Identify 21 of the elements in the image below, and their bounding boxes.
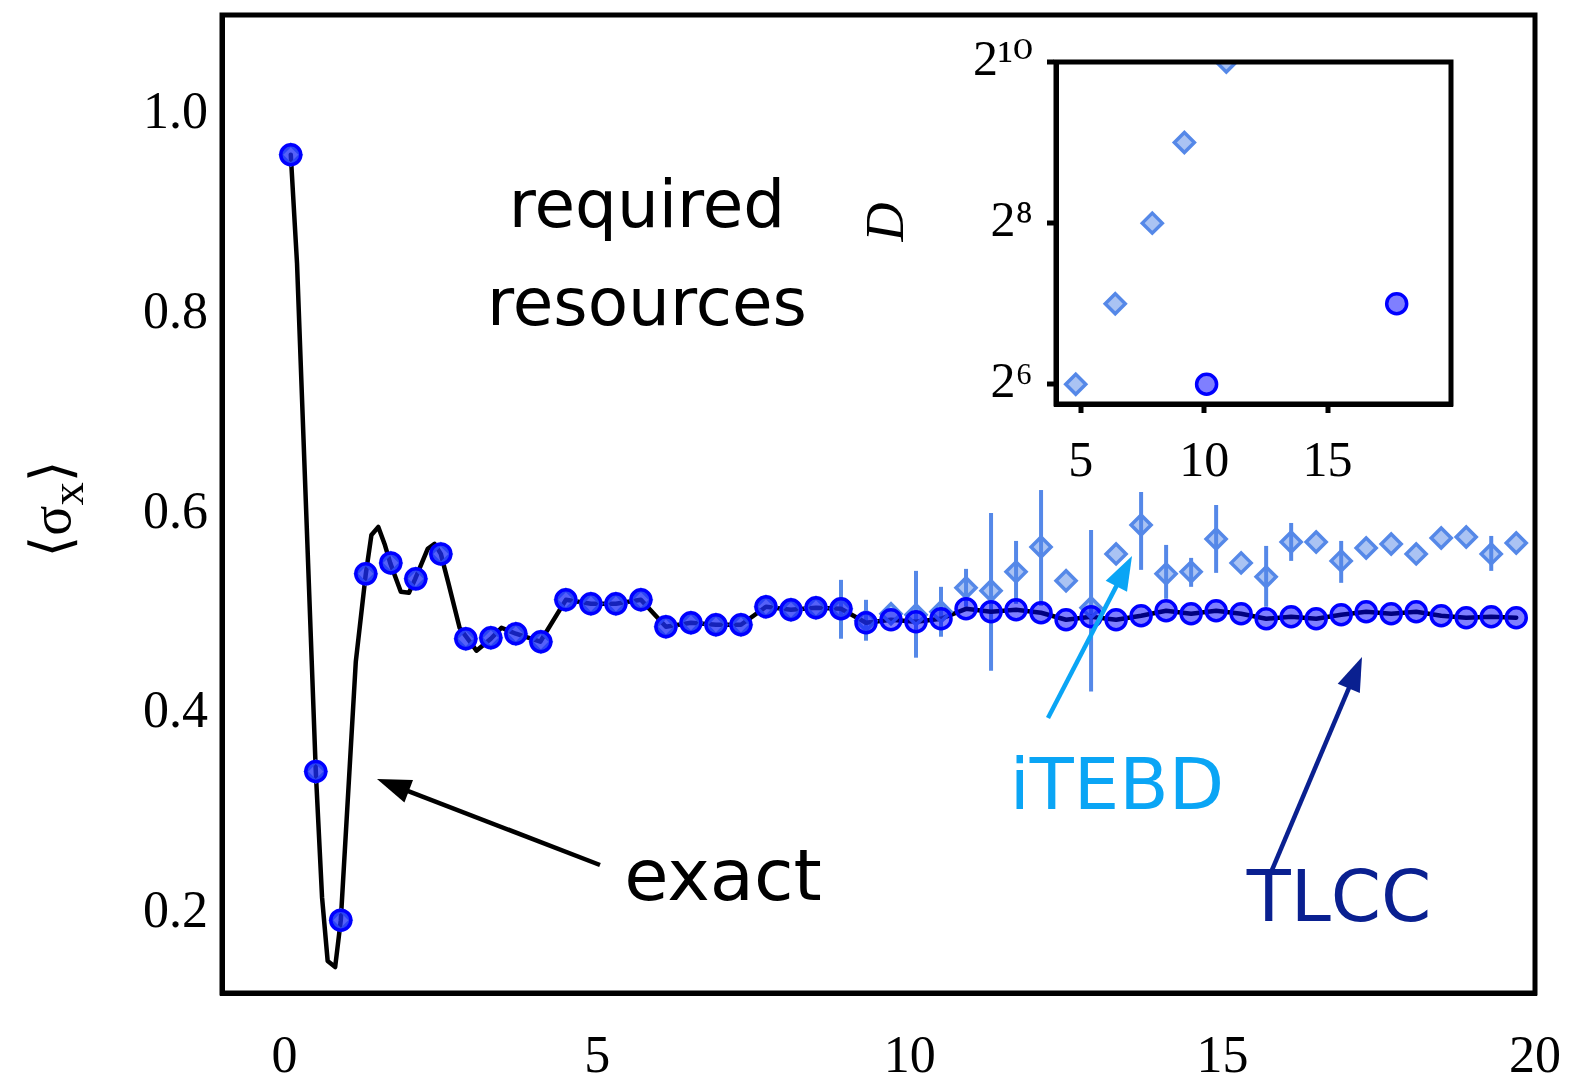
y-tick-label: 0.4	[143, 681, 208, 739]
y-tick-label: 0.6	[143, 481, 208, 539]
x-tick-label: 5	[1068, 431, 1094, 488]
annotation: TLCC	[1245, 853, 1433, 940]
annotation: required resources	[486, 165, 808, 343]
x-tick-label: 15	[1302, 431, 1353, 488]
x-tick-label: 5	[584, 1025, 611, 1083]
y-tick-label: 2⁶	[990, 352, 1033, 409]
annotation: iTEBD	[1008, 741, 1226, 828]
x-tick-label: 10	[1179, 431, 1230, 488]
x-tick-label: 15	[1196, 1025, 1249, 1083]
x-tick-label: 0	[271, 1025, 298, 1083]
y-tick-label: 2¹⁰	[972, 30, 1033, 87]
y-tick-label: 2⁸	[990, 191, 1033, 248]
y-tick-label: 1.0	[143, 82, 208, 140]
y-axis-title: D	[854, 202, 916, 242]
x-tick-label: 20	[1509, 1025, 1561, 1083]
y-tick-label: 0.8	[143, 282, 208, 340]
x-tick-label: 10	[883, 1025, 936, 1083]
annotation: exact	[623, 832, 823, 919]
y-tick-label: 0.2	[143, 880, 208, 938]
